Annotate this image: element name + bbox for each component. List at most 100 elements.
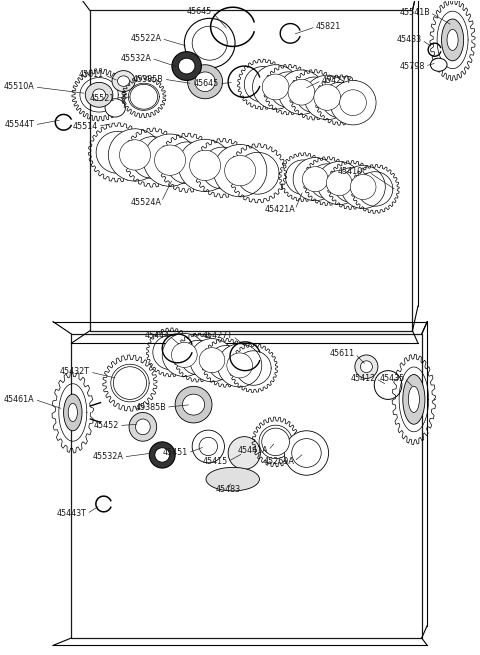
Ellipse shape (144, 134, 197, 186)
Ellipse shape (118, 76, 130, 86)
Text: 45443T: 45443T (57, 510, 86, 518)
Text: 45611: 45611 (79, 70, 104, 79)
Text: 45521: 45521 (90, 94, 115, 103)
Text: 45541B: 45541B (399, 8, 430, 17)
Ellipse shape (192, 26, 227, 60)
Text: 45427T: 45427T (322, 76, 352, 85)
Text: 45798: 45798 (399, 62, 425, 71)
Ellipse shape (408, 386, 420, 413)
Ellipse shape (317, 162, 361, 204)
Ellipse shape (227, 353, 252, 378)
Ellipse shape (192, 430, 225, 463)
Ellipse shape (360, 361, 372, 373)
FancyBboxPatch shape (90, 10, 412, 331)
Text: 45433: 45433 (396, 35, 422, 45)
Ellipse shape (155, 448, 169, 462)
Ellipse shape (190, 150, 221, 181)
Text: 45522A: 45522A (130, 34, 161, 43)
Text: 45410C: 45410C (338, 168, 369, 176)
Ellipse shape (179, 140, 232, 191)
Ellipse shape (171, 343, 197, 367)
Ellipse shape (355, 355, 378, 379)
Ellipse shape (292, 439, 321, 468)
Ellipse shape (195, 72, 215, 92)
Text: 45483: 45483 (216, 485, 240, 494)
Ellipse shape (68, 403, 77, 422)
Ellipse shape (155, 145, 186, 176)
Text: 45532A: 45532A (93, 453, 123, 461)
Ellipse shape (304, 75, 350, 120)
Ellipse shape (228, 437, 260, 470)
Ellipse shape (341, 166, 385, 208)
Ellipse shape (330, 81, 376, 125)
Text: 45412: 45412 (350, 374, 376, 383)
Ellipse shape (217, 344, 262, 387)
Ellipse shape (182, 394, 204, 415)
Text: 45524A: 45524A (131, 198, 161, 206)
Text: 45385B: 45385B (135, 403, 166, 412)
Text: 45510A: 45510A (4, 83, 35, 92)
Ellipse shape (129, 413, 156, 441)
Ellipse shape (206, 468, 260, 491)
Ellipse shape (130, 84, 157, 109)
Ellipse shape (278, 70, 324, 115)
Ellipse shape (326, 170, 352, 196)
Text: 45415: 45415 (203, 457, 228, 466)
Text: 45544T: 45544T (4, 121, 35, 130)
Text: 45514: 45514 (72, 122, 98, 131)
Ellipse shape (403, 375, 425, 424)
Text: 45451: 45451 (163, 449, 188, 457)
Ellipse shape (190, 339, 234, 382)
Text: 45421A: 45421A (264, 206, 295, 214)
Text: 45385B: 45385B (133, 75, 164, 84)
Ellipse shape (112, 71, 135, 92)
Text: 45821: 45821 (316, 22, 341, 31)
Ellipse shape (113, 367, 146, 400)
Ellipse shape (120, 140, 151, 170)
Ellipse shape (293, 158, 337, 200)
Ellipse shape (199, 438, 217, 456)
Text: 45645: 45645 (193, 79, 219, 88)
Ellipse shape (350, 174, 376, 200)
Text: 45452: 45452 (94, 421, 119, 430)
Ellipse shape (284, 431, 329, 476)
Ellipse shape (85, 83, 113, 107)
Ellipse shape (188, 65, 223, 99)
Ellipse shape (175, 386, 212, 423)
Text: 45461A: 45461A (4, 395, 35, 404)
Text: 45427T: 45427T (203, 331, 233, 341)
Ellipse shape (262, 74, 289, 100)
Ellipse shape (93, 89, 106, 101)
Text: 45444: 45444 (144, 331, 169, 341)
Ellipse shape (447, 29, 458, 50)
Text: 45532A: 45532A (120, 54, 151, 63)
Text: 45645: 45645 (187, 7, 212, 16)
Ellipse shape (252, 65, 299, 109)
Ellipse shape (302, 166, 328, 192)
Ellipse shape (374, 371, 402, 400)
Ellipse shape (288, 79, 315, 105)
Ellipse shape (172, 52, 202, 81)
FancyBboxPatch shape (72, 334, 422, 638)
Ellipse shape (199, 348, 225, 373)
Ellipse shape (340, 90, 366, 115)
Ellipse shape (431, 58, 447, 71)
Ellipse shape (105, 99, 125, 117)
Ellipse shape (214, 145, 267, 196)
Ellipse shape (135, 419, 150, 435)
Ellipse shape (162, 333, 206, 377)
Ellipse shape (262, 428, 289, 456)
Ellipse shape (225, 155, 256, 186)
Ellipse shape (314, 84, 341, 110)
Ellipse shape (184, 18, 235, 68)
Ellipse shape (442, 19, 464, 61)
Ellipse shape (63, 394, 82, 431)
Ellipse shape (149, 442, 175, 468)
Text: 45441A: 45441A (238, 446, 268, 455)
Text: 45611: 45611 (330, 349, 355, 358)
Text: 45432T: 45432T (60, 367, 90, 377)
Text: 45435: 45435 (379, 374, 405, 383)
Ellipse shape (108, 129, 162, 181)
Text: 45269A: 45269A (263, 457, 294, 466)
Ellipse shape (179, 58, 195, 74)
